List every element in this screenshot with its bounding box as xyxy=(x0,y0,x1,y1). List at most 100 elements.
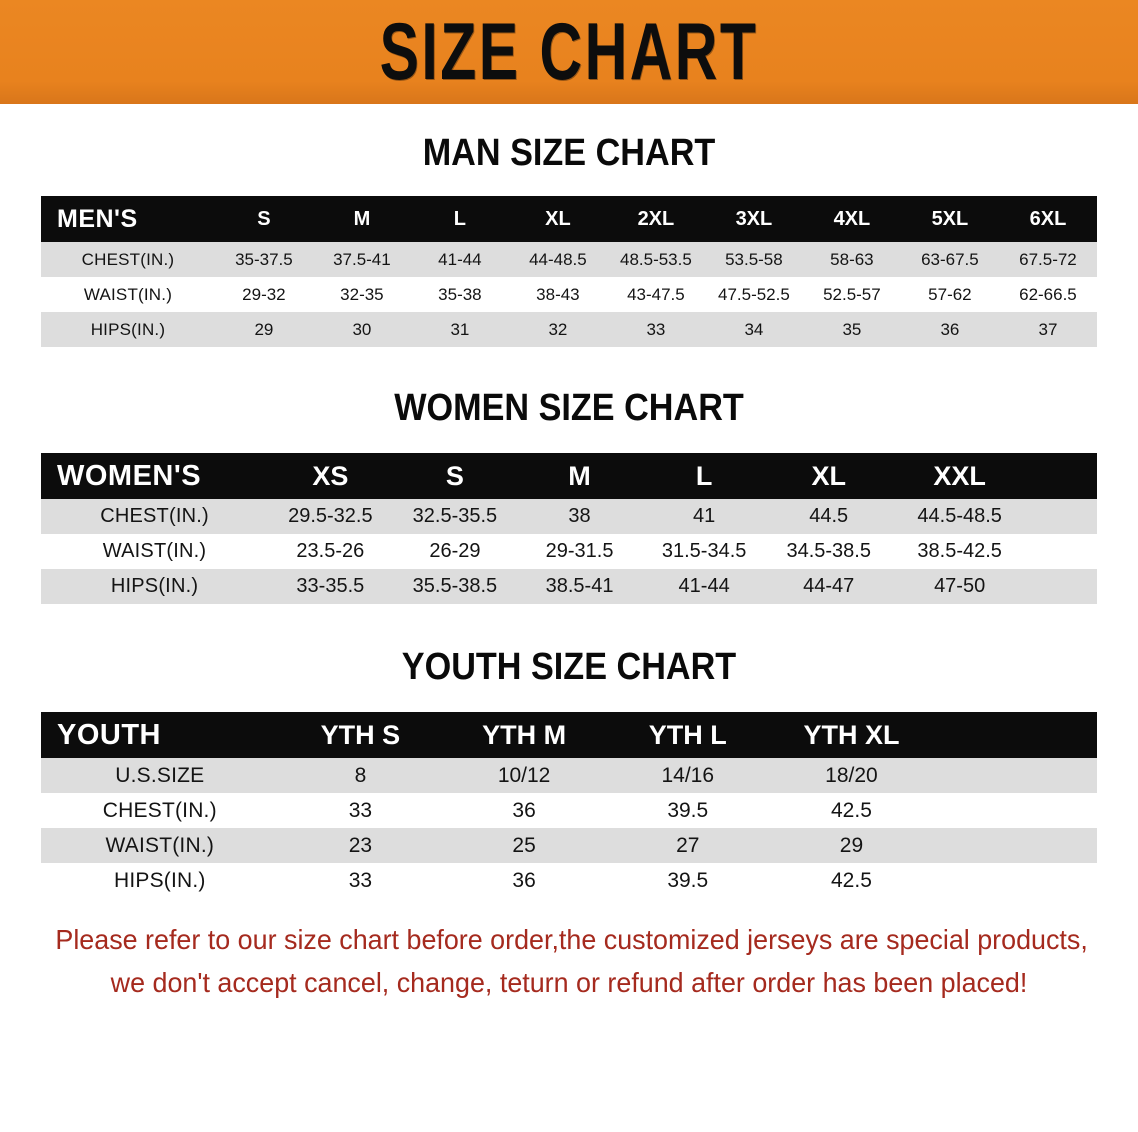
table-cell: 52.5-57 xyxy=(823,284,881,304)
youth-header-spacer xyxy=(933,712,1097,758)
youth-size-col-s: YTH S xyxy=(320,719,401,750)
table-row: HIPS(IN.) 33-35.5 35.5-38.5 38.5-41 41-4… xyxy=(41,569,1097,604)
table-cell: 31.5-34.5 xyxy=(661,540,747,562)
man-row-label-chest: CHEST(IN.) xyxy=(81,249,175,269)
table-cell: 41-44 xyxy=(678,575,730,597)
table-cell: 29.5-32.5 xyxy=(288,505,373,527)
table-cell: 32 xyxy=(548,319,568,339)
table-cell: 35-38 xyxy=(438,284,482,304)
table-cell: 39.5 xyxy=(667,798,709,822)
man-size-col-3xl: 3XL xyxy=(735,207,773,230)
women-row-label-hips: HIPS(IN.) xyxy=(110,575,199,597)
table-cell-spacer xyxy=(933,828,1097,863)
table-cell: 67.5-72 xyxy=(1019,249,1077,269)
man-size-col-4xl: 4XL xyxy=(833,207,871,230)
man-table-wrapper: MEN'S S M L XL 2XL 3XL 4XL 5XL 6XL CHEST… xyxy=(41,196,1097,347)
table-cell-spacer xyxy=(933,758,1097,793)
table-cell: 42.5 xyxy=(831,868,872,892)
women-size-col-m: M xyxy=(568,460,591,491)
man-section-title: MAN SIZE CHART xyxy=(422,132,716,174)
women-size-col-s: S xyxy=(445,460,464,491)
table-cell: 29-31.5 xyxy=(545,540,614,562)
table-cell: 37.5-41 xyxy=(333,249,391,269)
table-row: U.S.SIZE 8 10/12 14/16 18/20 xyxy=(41,758,1097,793)
table-row: WAIST(IN.) 23 25 27 29 xyxy=(41,828,1097,863)
table-cell: 44-47 xyxy=(803,575,855,597)
table-cell-spacer xyxy=(1028,499,1097,534)
table-cell: 36 xyxy=(512,868,536,892)
table-row: HIPS(IN.) 29 30 31 32 33 34 35 36 37 xyxy=(41,312,1097,347)
table-cell: 35 xyxy=(842,319,862,339)
women-row-label-chest: CHEST(IN.) xyxy=(100,505,209,527)
table-cell: 48.5-53.5 xyxy=(619,249,692,269)
table-cell: 63-67.5 xyxy=(921,249,979,269)
table-cell: 33-35.5 xyxy=(296,575,365,597)
table-cell: 44-48.5 xyxy=(529,249,587,269)
table-cell: 44.5-48.5 xyxy=(917,505,1002,527)
youth-row-label-hips: HIPS(IN.) xyxy=(113,868,206,892)
table-cell: 57-62 xyxy=(928,284,972,304)
table-cell: 34.5-38.5 xyxy=(786,540,871,562)
youth-size-col-m: YTH M xyxy=(482,719,567,750)
table-cell-spacer xyxy=(1028,534,1097,569)
table-cell: 47.5-52.5 xyxy=(717,284,790,304)
table-cell: 38-43 xyxy=(536,284,580,304)
table-cell: 25 xyxy=(512,833,536,857)
women-table-header-row: WOMEN'S XS S M L XL XXL xyxy=(41,453,1097,499)
youth-row-label-ussize: U.S.SIZE xyxy=(115,763,205,787)
man-row-label-waist: WAIST(IN.) xyxy=(83,284,173,304)
table-cell: 36 xyxy=(940,319,960,339)
youth-table-header-row: YOUTH YTH S YTH M YTH L YTH XL xyxy=(41,712,1097,758)
youth-size-table: YOUTH YTH S YTH M YTH L YTH XL U.S.SIZE … xyxy=(41,712,1097,898)
table-cell: 32.5-35.5 xyxy=(412,505,498,527)
table-cell: 32-35 xyxy=(340,284,384,304)
order-policy-disclaimer: Please refer to our size chart before or… xyxy=(55,918,1088,1005)
table-cell: 41 xyxy=(693,505,716,527)
table-cell: 34 xyxy=(744,319,764,339)
table-cell: 44.5 xyxy=(809,505,849,527)
table-cell: 33 xyxy=(348,798,373,822)
women-size-col-l: L xyxy=(695,460,713,491)
youth-size-col-xl: YTH XL xyxy=(803,719,900,750)
table-cell: 53.5-58 xyxy=(725,249,783,269)
women-row-label-waist: WAIST(IN.) xyxy=(102,540,207,562)
table-cell: 39.5 xyxy=(667,868,709,892)
disclaimer-line-2: we don't accept cancel, change, teturn o… xyxy=(110,967,1028,999)
table-cell: 8 xyxy=(354,763,367,787)
table-cell: 29 xyxy=(254,319,274,339)
table-cell-spacer xyxy=(1028,569,1097,604)
table-cell: 41-44 xyxy=(438,249,482,269)
women-size-col-xs: XS xyxy=(312,460,349,491)
man-size-col-l: L xyxy=(453,207,467,230)
man-size-col-5xl: 5XL xyxy=(931,207,969,230)
man-size-col-m: M xyxy=(353,207,371,230)
youth-row-label-chest: CHEST(IN.) xyxy=(102,798,217,822)
table-row: CHEST(IN.) 33 36 39.5 42.5 xyxy=(41,793,1097,828)
table-cell: 42.5 xyxy=(831,798,872,822)
table-row: HIPS(IN.) 33 36 39.5 42.5 xyxy=(41,863,1097,898)
table-cell: 18/20 xyxy=(825,763,878,787)
table-cell: 43-47.5 xyxy=(627,284,685,304)
women-section-title: WOMEN SIZE CHART xyxy=(394,387,744,429)
women-table-wrapper: WOMEN'S XS S M L XL XXL CHEST(IN.) 29.5-… xyxy=(41,453,1097,604)
table-row: CHEST(IN.) 29.5-32.5 32.5-35.5 38 41 44.… xyxy=(41,499,1097,534)
table-cell: 30 xyxy=(352,319,372,339)
table-cell: 58-63 xyxy=(830,249,874,269)
table-cell: 23.5-26 xyxy=(296,540,365,562)
table-cell: 35.5-38.5 xyxy=(412,575,498,597)
table-cell: 36 xyxy=(512,798,536,822)
table-row: CHEST(IN.) 35-37.5 37.5-41 41-44 44-48.5… xyxy=(41,242,1097,277)
man-size-col-s: S xyxy=(257,207,271,230)
table-cell: 14/16 xyxy=(661,763,715,787)
table-cell: 38 xyxy=(568,505,591,527)
table-cell: 37 xyxy=(1038,319,1058,339)
youth-row-label-waist: WAIST(IN.) xyxy=(105,833,215,857)
table-cell: 38.5-42.5 xyxy=(917,540,1002,562)
table-row: WAIST(IN.) 23.5-26 26-29 29-31.5 31.5-34… xyxy=(41,534,1097,569)
table-cell: 38.5-41 xyxy=(545,575,614,597)
youth-table-wrapper: YOUTH YTH S YTH M YTH L YTH XL U.S.SIZE … xyxy=(41,712,1097,898)
disclaimer-line-1: Please refer to our size chart before or… xyxy=(55,924,1088,955)
man-size-table: MEN'S S M L XL 2XL 3XL 4XL 5XL 6XL CHEST… xyxy=(41,196,1097,347)
table-row: WAIST(IN.) 29-32 32-35 35-38 38-43 43-47… xyxy=(41,277,1097,312)
